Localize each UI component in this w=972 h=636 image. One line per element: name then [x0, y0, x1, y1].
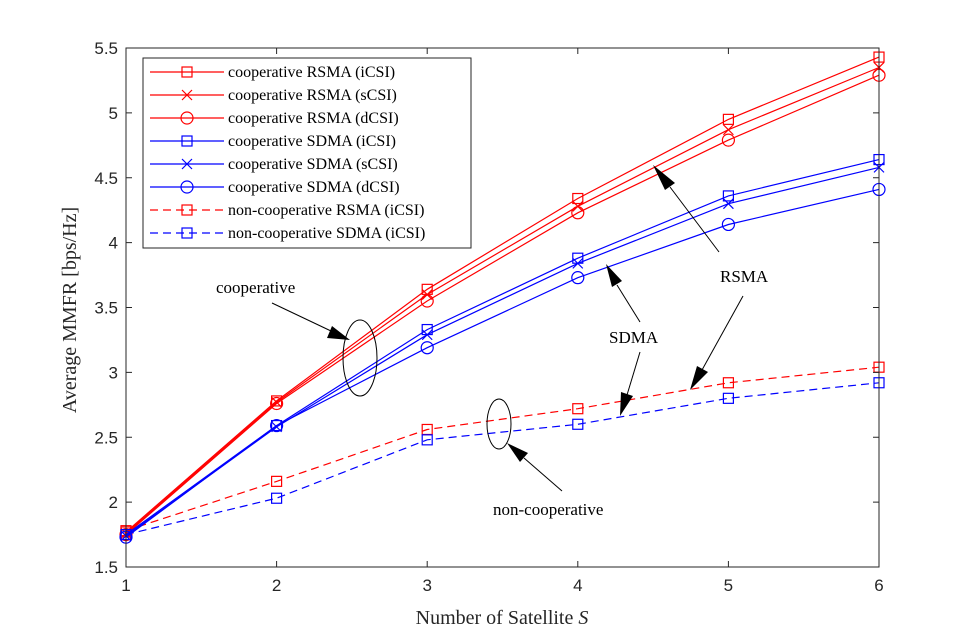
data-point: [722, 190, 735, 202]
data-point: [420, 294, 434, 308]
legend-label: cooperative SDMA (dCSI): [228, 179, 400, 196]
legend-marker: [180, 180, 194, 194]
data-point: [270, 418, 284, 433]
data-point: [271, 419, 283, 432]
annotation-rsma-arrow-down-line: [701, 295, 744, 371]
legend-marker: [180, 111, 194, 125]
legend-label: non-cooperative RSMA (iCSI): [228, 202, 424, 219]
annotation-rsma-arrow-down-head: [690, 366, 708, 390]
y-tick-label: 4: [109, 234, 118, 253]
legend-marker: [181, 89, 193, 101]
annotation-sdma: SDMA: [609, 328, 659, 347]
y-tick-label: 5.5: [94, 39, 118, 58]
x-tick-label: 4: [573, 576, 582, 595]
legend-entry-5: cooperative SDMA (sCSI): [150, 156, 398, 173]
data-point: [722, 124, 734, 136]
series-line: [125, 366, 880, 532]
data-point: [722, 392, 735, 404]
series-line: [125, 56, 880, 533]
legend-label: cooperative RSMA (dCSI): [228, 110, 399, 127]
data-point: [571, 271, 585, 285]
legend-marker: [181, 227, 193, 239]
annotation-sdma-arrow-down-line: [626, 351, 641, 396]
legend: cooperative RSMA (iCSI) cooperative RSMA …: [142, 57, 472, 249]
legend-entry-2: cooperative RSMA (sCSI): [150, 87, 397, 104]
data-point: [420, 341, 434, 355]
data-point: [572, 418, 584, 430]
legend-entry-8: non-cooperative SDMA (iCSI): [150, 225, 425, 242]
data-point: [421, 434, 433, 446]
data-point: [722, 377, 735, 389]
x-tick-label: 3: [422, 576, 431, 595]
legend-label: cooperative RSMA (sCSI): [228, 87, 397, 104]
annotation-cooperative-arrow-head: [327, 326, 350, 340]
data-point: [572, 403, 584, 415]
series-line: [125, 382, 880, 536]
legend-marker: [181, 158, 193, 170]
annotation-non-cooperative-arrow-line: [523, 457, 563, 492]
legend-label: cooperative SDMA (iCSI): [228, 133, 396, 150]
legend-label: cooperative RSMA (iCSI): [228, 64, 395, 81]
y-tick-label: 3.5: [94, 299, 118, 318]
x-axis-title: Number of Satellite S: [416, 607, 589, 629]
legend-entry-4: cooperative SDMA (iCSI): [150, 133, 396, 150]
data-point: [572, 192, 584, 205]
y-tick-label: 1.5: [94, 558, 118, 577]
legend-entry-1: cooperative RSMA (iCSI): [150, 64, 395, 81]
annotation-sdma-arrow-up-head: [606, 264, 622, 287]
y-axis-title: Average MMFR [bps/Hz]: [59, 207, 81, 413]
data-point: [721, 133, 736, 147]
axes: 1 2 3 4 5 6 1.5 2 2.5 3 3.5 4 4.5 5 5.5: [94, 39, 883, 595]
data-point: [722, 198, 734, 210]
data-point: [421, 329, 433, 341]
data-point: [572, 257, 584, 269]
series-line: [125, 188, 880, 538]
data-point: [271, 492, 283, 504]
y-tick-label: 2.5: [94, 428, 118, 447]
legend-box: [142, 57, 472, 249]
data-point: [571, 206, 585, 220]
legend-entry-7: non-cooperative RSMA (iCSI): [150, 202, 424, 219]
annotations: cooperative non-cooperative RSMA SDMA: [216, 165, 769, 519]
annotation-sdma-arrow-up-line: [616, 284, 641, 323]
annotation-non-cooperative-ellipse: [486, 398, 512, 450]
legend-marker: [181, 66, 193, 78]
x-tick-label: 6: [874, 576, 883, 595]
legend-entry-3: cooperative RSMA (dCSI): [150, 110, 399, 127]
legend-label: cooperative SDMA (sCSI): [228, 156, 398, 173]
data-point: [721, 217, 736, 232]
data-point: [270, 396, 284, 411]
x-tick-label: 5: [724, 576, 733, 595]
legend-marker: [181, 135, 193, 147]
legend-marker: [181, 204, 193, 216]
annotation-cooperative: cooperative: [216, 278, 295, 297]
annotation-rsma: RSMA: [720, 267, 769, 286]
y-tick-label: 2: [109, 493, 118, 512]
series-line: [125, 166, 880, 537]
y-tick-label: 5: [109, 104, 118, 123]
y-tick-label: 3: [109, 363, 118, 382]
annotation-non-cooperative: non-cooperative: [493, 500, 603, 519]
annotation-non-cooperative-arrow-head: [507, 443, 528, 462]
series-line: [125, 66, 880, 534]
legend-label: non-cooperative SDMA (iCSI): [228, 225, 425, 242]
annotation-sdma-arrow-down-head: [620, 392, 633, 416]
data-point: [271, 475, 283, 487]
x-tick-label: 2: [272, 576, 281, 595]
annotation-rsma-arrow-up-line: [669, 186, 720, 253]
annotation-cooperative-arrow-line: [271, 302, 332, 332]
annotation-rsma-arrow-up-head: [653, 165, 675, 190]
data-point: [722, 113, 735, 125]
annotation-cooperative-ellipse: [342, 319, 378, 397]
y-tick-label: 4.5: [94, 169, 118, 188]
series-line: [125, 74, 880, 536]
legend-entry-6: cooperative SDMA (dCSI): [150, 179, 400, 196]
x-tick-label: 1: [121, 576, 130, 595]
plot-area: [119, 51, 886, 544]
